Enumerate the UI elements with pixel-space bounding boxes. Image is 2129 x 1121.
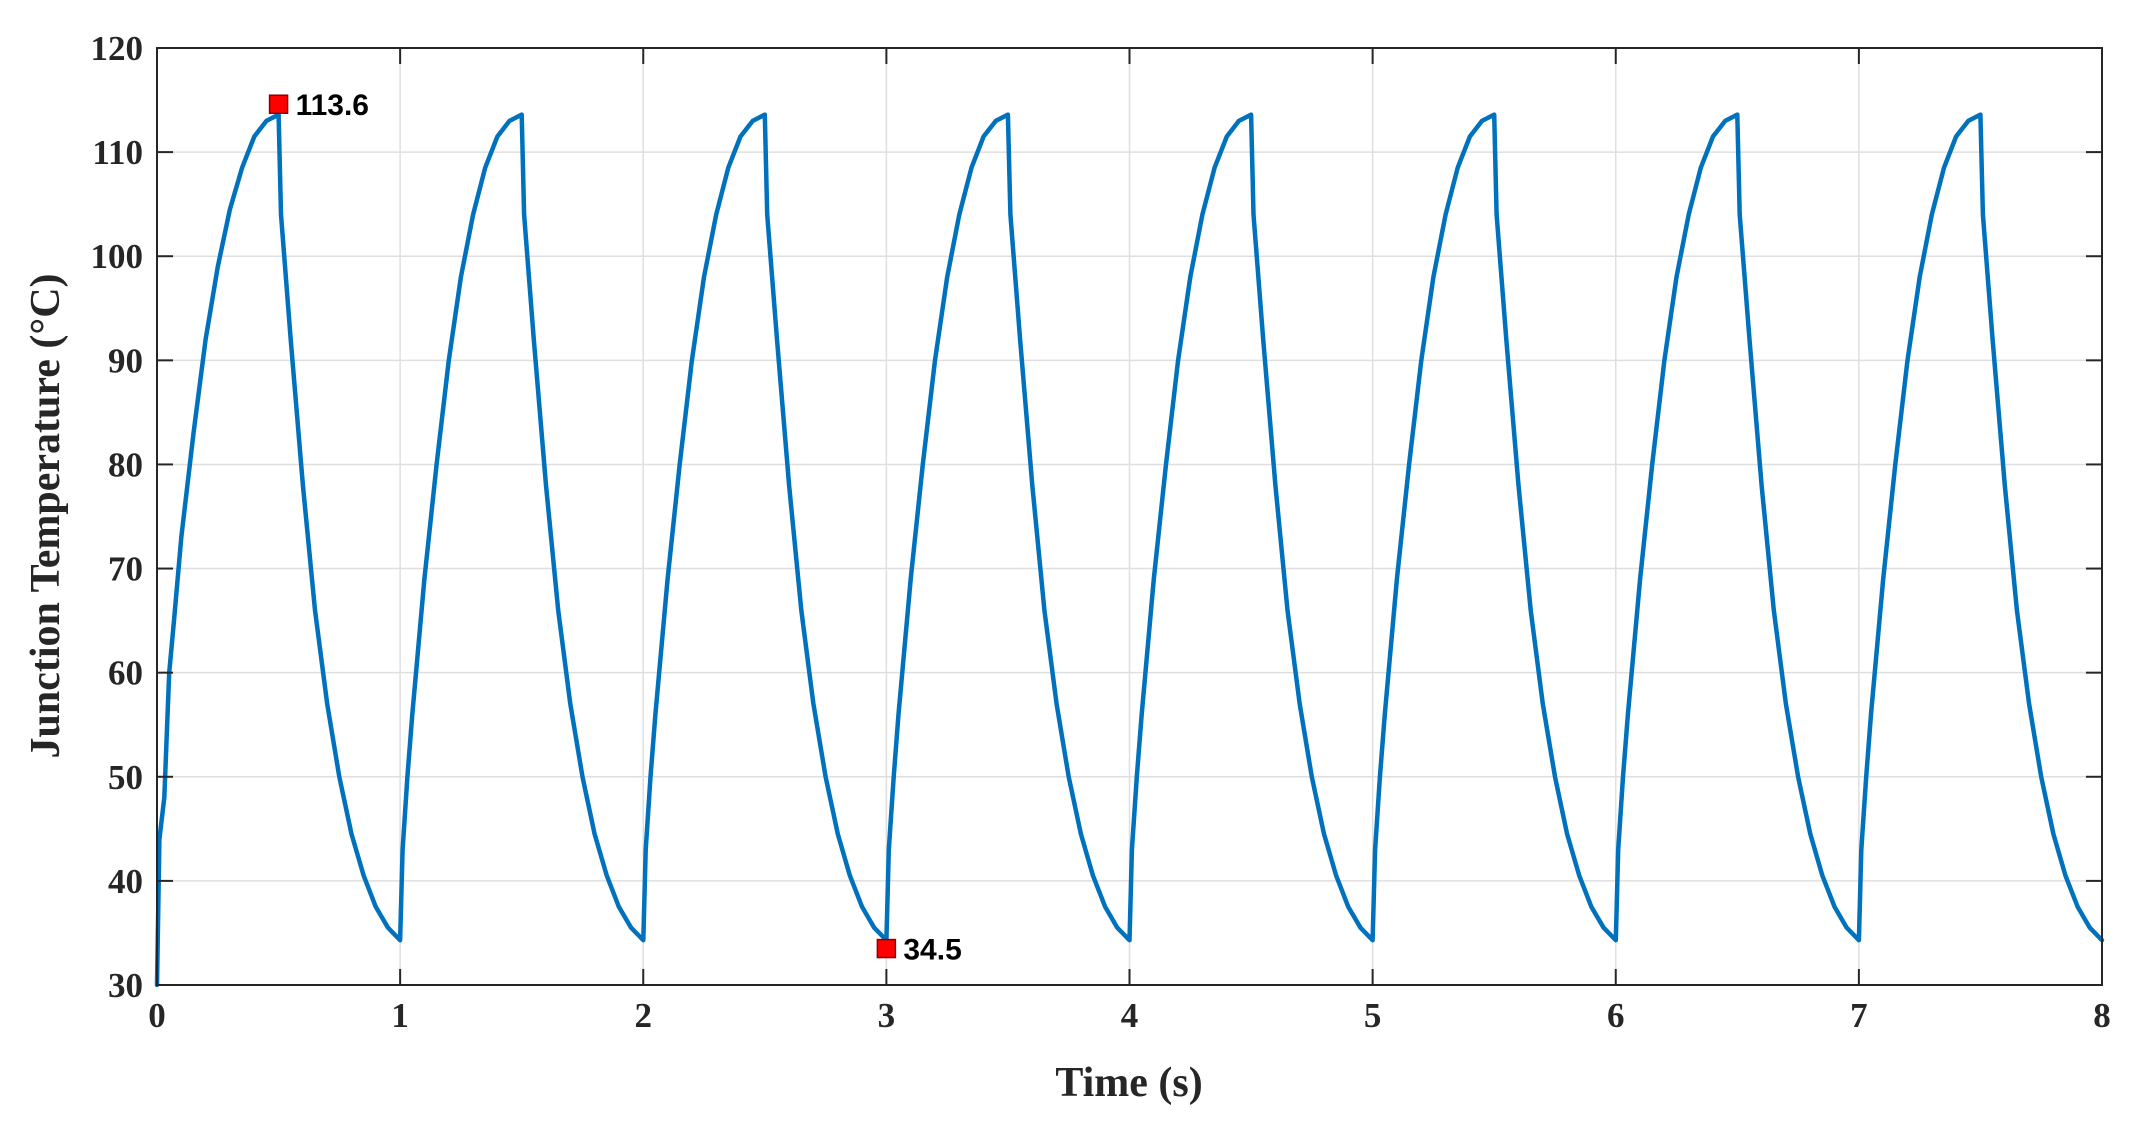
- annotations: 113.6 34.5: [268, 89, 962, 967]
- y-tick-label: 110: [92, 133, 143, 172]
- y-tick-label: 40: [108, 862, 143, 901]
- x-tick-label: 5: [1364, 996, 1382, 1035]
- series-layer: [154, 112, 2105, 988]
- y-tick-label: 80: [108, 445, 143, 484]
- x-axis-label: Time (s): [1055, 1060, 1202, 1106]
- annotation-label-1: 34.5: [903, 934, 961, 967]
- x-tick-label: 7: [1850, 996, 1868, 1035]
- annotation-label-0: 113.6: [296, 89, 369, 122]
- x-tick-label: 1: [391, 996, 409, 1035]
- x-tick-label: 4: [1121, 996, 1139, 1035]
- y-tick-label: 100: [91, 237, 144, 276]
- y-tick-label: 30: [108, 966, 143, 1005]
- y-tick-label: 50: [108, 758, 143, 797]
- x-tick-label: 0: [148, 996, 166, 1035]
- ticks: 0 1 2 3 4 5 6 7 8 30 40 50 60 70 80 90 100 110 120: [91, 29, 2111, 1035]
- x-tick-label: 6: [1607, 996, 1625, 1035]
- y-tick-label: 90: [108, 341, 143, 380]
- x-tick-label: 2: [635, 996, 653, 1035]
- y-axis-label: Junction Temperature (°C): [23, 273, 69, 758]
- x-tick-label: 3: [878, 996, 896, 1035]
- x-tick-label: 8: [2093, 996, 2111, 1035]
- annotation-marker-0: [268, 94, 289, 114]
- y-tick-label: 60: [108, 654, 143, 693]
- y-tick-label: 120: [91, 29, 144, 68]
- series-line-0: [154, 112, 2105, 988]
- y-tick-label: 70: [108, 550, 143, 589]
- annotation-marker-1: [876, 938, 897, 959]
